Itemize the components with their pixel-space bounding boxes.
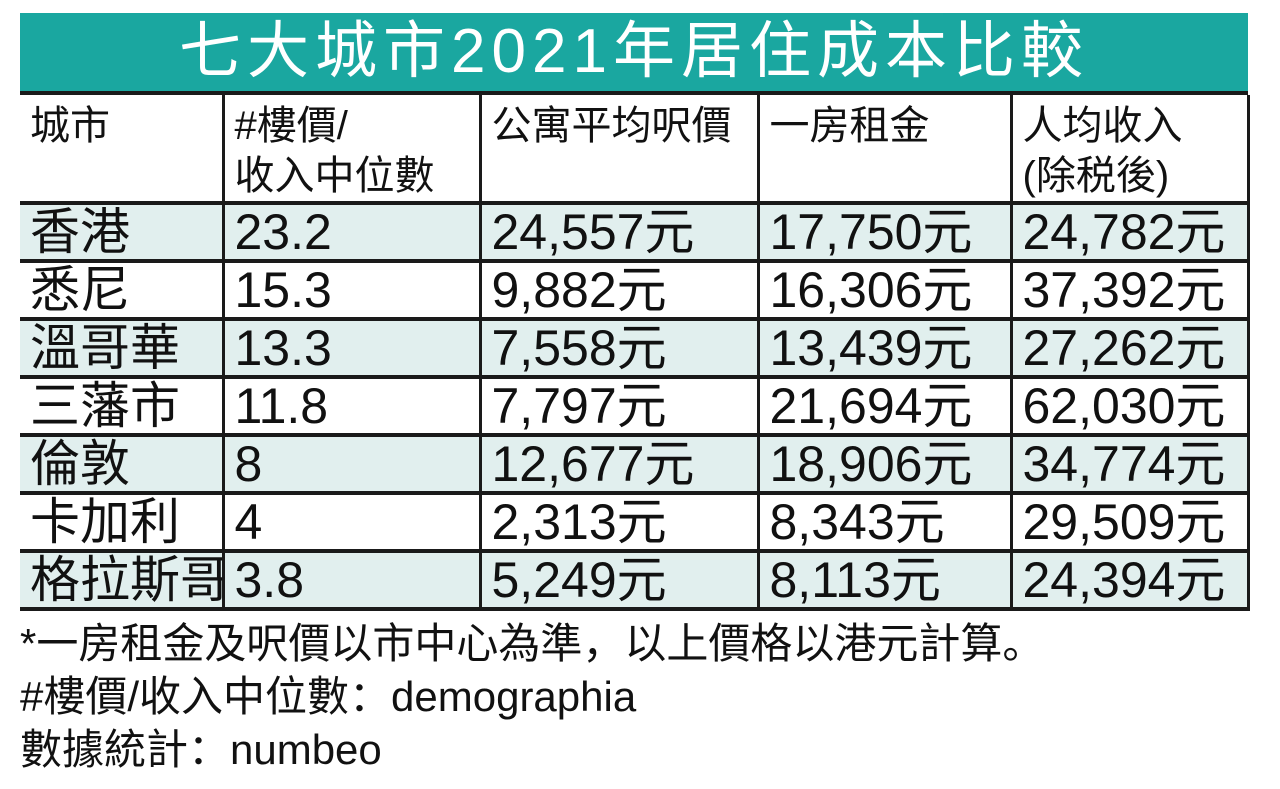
city-name: 倫敦 [30, 436, 130, 492]
sqft-price-value: 12,677元 [478, 435, 758, 493]
cost-table: 城市 #樓價/ 收入中位數 公寓平均呎價 一房租金 人均收入 (除税後 [20, 95, 1250, 611]
header-line: #樓價/ [234, 104, 348, 148]
sqft-price-value: 24,557元 [478, 203, 758, 261]
rent-value: 8,113元 [756, 551, 1011, 609]
city-name: 香港 [30, 204, 130, 260]
cost-comparison-graphic: 七大城市2021年居住成本比較 城市 #樓價/ 收入中位數 公寓平均呎價 [20, 13, 1250, 776]
income-value: 27,262元 [1009, 319, 1250, 377]
table-row-calgary: 卡加利 4 2,313元 8,343元 29,509元 [20, 493, 1250, 551]
income-value: 62,030元 [1009, 377, 1250, 435]
rent-value: 17,750元 [756, 203, 1011, 261]
footnote-source-demographia: #樓價/收入中位數：demographia [20, 673, 637, 720]
table-row-vancouver: 溫哥華 13.3 7,558元 13,439元 27,262元 [20, 319, 1250, 377]
header-line: 城市 [30, 104, 110, 148]
ratio-value: 13.3 [221, 319, 480, 377]
header-line: 人均收入 [1022, 104, 1183, 148]
ratio-value: 11.8 [221, 377, 480, 435]
income-value: 29,509元 [1009, 493, 1250, 551]
sqft-price-value: 5,249元 [478, 551, 758, 609]
sqft-price-value: 7,558元 [478, 319, 758, 377]
rent-value: 13,439元 [756, 319, 1011, 377]
sqft-price-value: 9,882元 [478, 261, 758, 319]
city-name: 格拉斯哥 [30, 552, 223, 608]
header-row: 城市 #樓價/ 收入中位數 公寓平均呎價 一房租金 人均收入 (除税後 [20, 95, 1250, 203]
income-value: 34,774元 [1009, 435, 1250, 493]
rent-value: 18,906元 [756, 435, 1011, 493]
rent-value: 16,306元 [756, 261, 1011, 319]
column-header-price-income-ratio: #樓價/ 收入中位數 [221, 95, 480, 203]
column-header-one-bedroom-rent: 一房租金 [756, 95, 1011, 203]
city-name: 溫哥華 [30, 320, 180, 376]
ratio-value: 4 [221, 493, 480, 551]
table-row-hongkong: 香港 23.2 24,557元 17,750元 24,782元 [20, 203, 1250, 261]
column-header-city: 城市 [20, 95, 223, 203]
rent-value: 21,694元 [756, 377, 1011, 435]
column-header-avg-sqft-price: 公寓平均呎價 [478, 95, 758, 203]
footnote-price-basis: *一房租金及呎價以市中心為準，以上價格以港元計算。 [20, 620, 1045, 667]
city-name: 三藩市 [30, 378, 180, 434]
ratio-value: 15.3 [221, 261, 480, 319]
table-row-glasgow: 格拉斯哥 3.8 5,249元 8,113元 24,394元 [20, 551, 1250, 609]
rent-value: 8,343元 [756, 493, 1011, 551]
ratio-value: 3.8 [221, 551, 480, 609]
table-row-london: 倫敦 8 12,677元 18,906元 34,774元 [20, 435, 1250, 493]
ratio-value: 23.2 [221, 203, 480, 261]
ratio-value: 8 [221, 435, 480, 493]
header-line: 收入中位數 [234, 154, 435, 198]
sqft-price-value: 7,797元 [478, 377, 758, 435]
header-line: 公寓平均呎價 [491, 104, 732, 148]
page-title: 七大城市2021年居住成本比較 [179, 17, 1089, 86]
city-name: 悉尼 [30, 262, 130, 318]
footnote-source-numbeo: 數據統計：numbeo [20, 726, 382, 773]
header-line: 一房租金 [769, 104, 930, 148]
sqft-price-value: 2,313元 [478, 493, 758, 551]
table-row-sanfrancisco: 三藩市 11.8 7,797元 21,694元 62,030元 [20, 377, 1250, 435]
header-line: (除税後) [1022, 154, 1170, 198]
footnotes: *一房租金及呎價以市中心為準，以上價格以港元計算。 #樓價/收入中位數：demo… [20, 617, 1248, 776]
income-value: 37,392元 [1009, 261, 1250, 319]
income-value: 24,394元 [1009, 551, 1250, 609]
income-value: 24,782元 [1009, 203, 1250, 261]
city-name: 卡加利 [30, 494, 180, 550]
column-header-income-per-capita: 人均收入 (除税後) [1009, 95, 1250, 203]
table-row-sydney: 悉尼 15.3 9,882元 16,306元 37,392元 [20, 261, 1250, 319]
table-title-bar: 七大城市2021年居住成本比較 [20, 13, 1248, 95]
